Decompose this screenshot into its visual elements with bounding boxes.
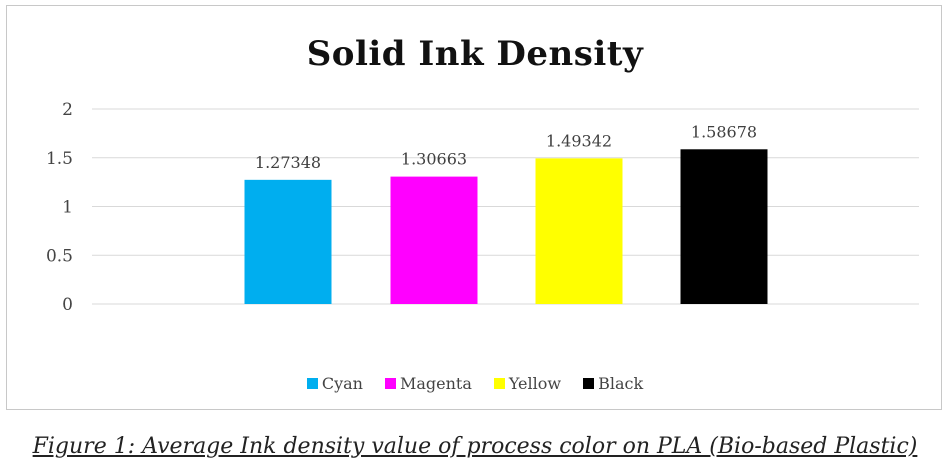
chart-frame: Solid Ink Density 0 0.5 1 1.5 2 1.27348 1.3066… [6,5,942,410]
data-label-magenta: 1.30663 [401,150,467,169]
data-label-black: 1.58678 [691,122,757,141]
y-tick-label: 0.5 [46,246,73,266]
chart-title: Solid Ink Density [306,34,644,74]
y-tick-label: 1 [62,198,73,218]
figure-caption: Figure 1: Average Ink density value of p… [32,434,918,459]
legend-item-yellow: Yellow [493,374,562,393]
legend-swatch [384,378,396,389]
legend-swatch [583,378,595,389]
y-tick-label: 2 [62,100,73,120]
bar-cyan [244,179,332,304]
legend-label: Magenta [399,374,472,393]
bar-black [680,149,768,304]
legend-item-magenta: Magenta [384,374,472,393]
legend-item-cyan: Cyan [306,374,363,393]
bar-magenta [390,176,478,304]
legend-label: Cyan [321,374,363,393]
legend-swatch [306,378,318,389]
y-tick-label: 1.5 [46,149,73,169]
y-tick-label: 0 [62,295,73,315]
legend-swatch [493,378,505,389]
legend-label: Yellow [508,374,562,393]
plot-area: 0 0.5 1 1.5 2 1.27348 1.30663 1.49342 1.58678 [46,100,919,315]
legend: Cyan Magenta Yellow Black [7,374,943,393]
data-label-cyan: 1.27348 [255,153,321,172]
data-label-yellow: 1.49342 [546,131,612,150]
legend-label: Black [598,374,644,393]
bar-yellow [535,158,623,304]
legend-item-black: Black [583,374,643,393]
